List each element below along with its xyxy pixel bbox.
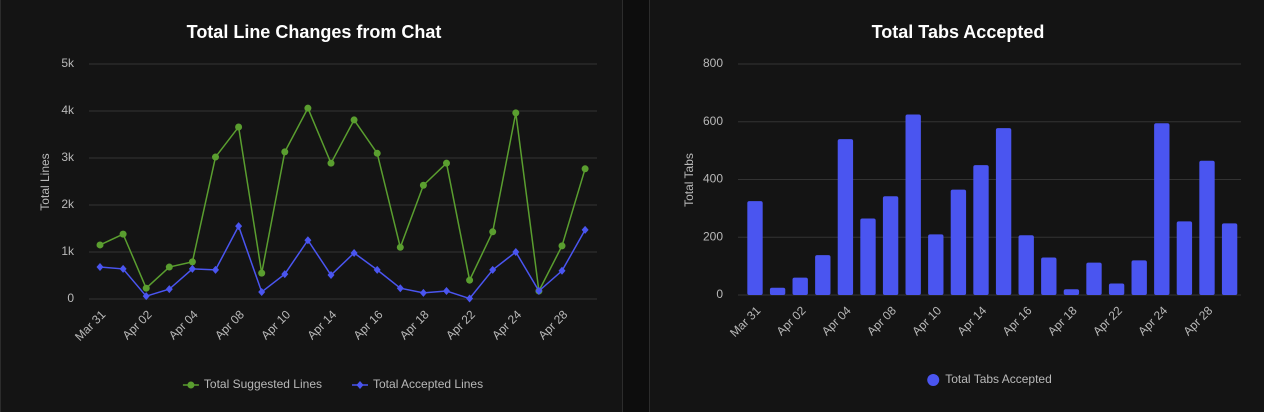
point [258,269,266,277]
legend-label: Total Tabs Accepted [945,372,1052,386]
point [327,159,335,167]
point [558,266,566,275]
point [489,228,497,236]
point [96,263,104,272]
bar [1063,289,1080,295]
bar [928,234,944,295]
point [281,270,289,279]
bar [882,196,899,295]
point [350,116,358,124]
point [142,292,150,301]
point [489,265,497,274]
y-tick-label: 800 [703,56,723,70]
point [119,230,127,238]
chart-title: Total Line Changes from Chat [187,22,442,42]
legend-label: Total Suggested Lines [204,377,322,391]
bar [860,218,876,295]
bar [1041,257,1057,295]
bar [1221,223,1238,295]
point [466,294,474,303]
point [373,149,381,157]
point [304,236,312,245]
point [512,109,520,117]
point [235,222,243,231]
chart-title: Total Tabs Accepted [872,22,1045,42]
series-line [99,224,586,300]
point [581,165,589,173]
y-tick-label: 4k [61,103,75,117]
point [350,248,358,257]
bar [1154,123,1170,295]
point [443,159,450,167]
bar [1176,221,1193,295]
bar [747,201,763,295]
bar [837,139,854,295]
point [258,287,266,296]
bar [792,277,808,295]
y-tick-label: 2k [61,197,75,211]
point [212,153,219,161]
point [281,148,289,156]
point [419,288,427,297]
legend-marker [187,381,195,389]
bar [973,165,989,295]
point [512,248,520,256]
point [142,284,150,292]
point [327,271,335,280]
panel [0,0,623,412]
bar [1086,262,1102,295]
bar [815,255,831,295]
series-line [99,106,586,294]
point [581,225,589,234]
y-tick-label: 3k [61,150,75,164]
bar [950,189,967,295]
y-axis-title: Total Tabs [682,153,696,207]
point [373,265,381,274]
legend-label: Total Accepted Lines [373,377,483,391]
point [165,285,173,294]
point [396,243,404,251]
point [396,284,404,293]
point [96,241,104,249]
y-tick-label: 0 [716,287,723,301]
point [212,265,219,274]
y-tick-label: 200 [703,229,723,243]
y-tick-label: 0 [67,291,74,305]
y-axis-title: Total Lines [38,153,52,210]
bar [1018,235,1034,295]
legend-marker [927,374,940,386]
point [304,104,312,112]
bar [1131,260,1147,295]
point [165,263,173,271]
y-tick-label: 400 [703,172,723,186]
point [443,287,450,296]
bar [1108,283,1125,295]
y-tick-label: 5k [61,56,75,70]
point [235,123,243,131]
point [119,264,127,273]
point [419,181,427,189]
point [188,258,196,266]
point [188,264,196,273]
bar [1199,160,1215,295]
bar [905,114,921,295]
legend-marker [356,381,364,389]
point [558,242,566,250]
bar [995,128,1012,295]
bar [769,287,786,295]
y-tick-label: 1k [61,244,75,258]
y-tick-label: 600 [703,114,723,128]
point [466,276,474,284]
point [535,287,543,296]
